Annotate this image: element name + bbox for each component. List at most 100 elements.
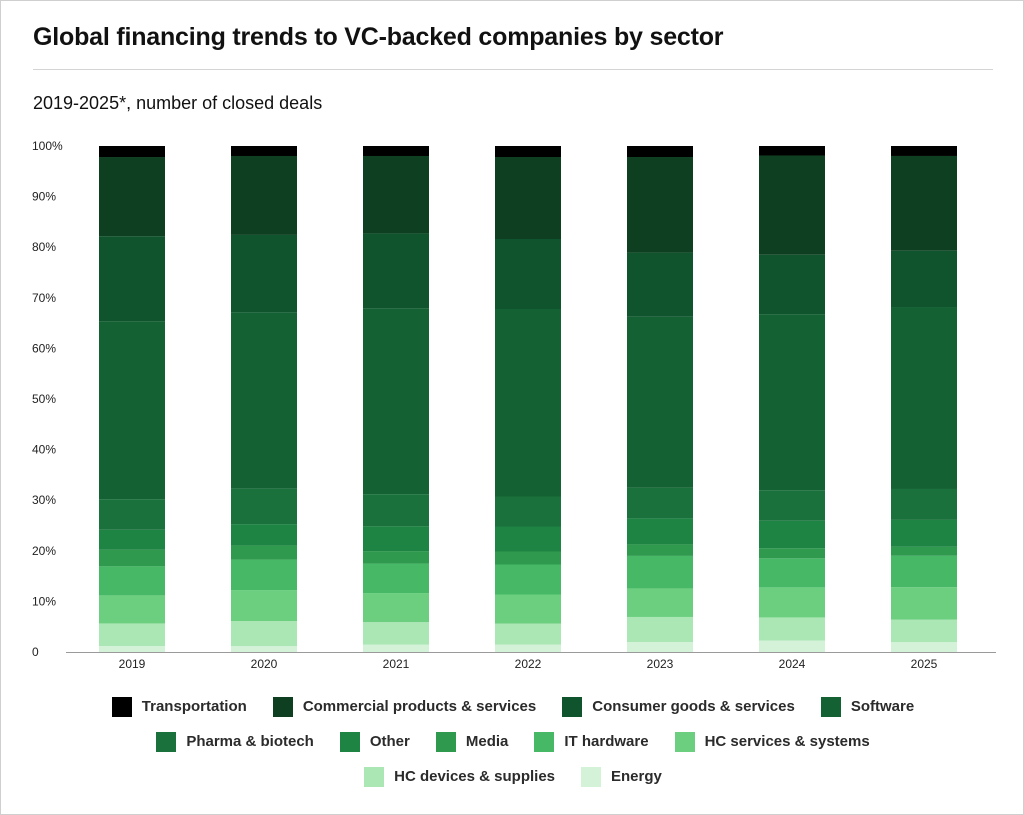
bar-segment — [495, 623, 561, 645]
bar-segment — [363, 593, 429, 623]
x-tick-label: 2024 — [779, 657, 806, 671]
bar-segment — [495, 157, 561, 239]
bar-segment — [495, 644, 561, 652]
bar-segment — [495, 239, 561, 309]
y-tick-label: 0 — [32, 645, 39, 659]
legend-label: Other — [369, 733, 410, 750]
bar-segment — [891, 155, 957, 251]
bar-segment — [231, 524, 297, 546]
x-tick-label: 2021 — [383, 657, 410, 671]
bar-segment — [495, 594, 561, 624]
legend-swatch — [534, 731, 555, 752]
bar-segment — [495, 146, 561, 157]
bar-segment — [99, 595, 165, 624]
legend-swatch — [820, 696, 841, 717]
bar-segment — [759, 558, 825, 588]
legend-item: Commercial products & services — [272, 696, 537, 717]
legend-swatch — [111, 696, 132, 717]
bar-segment — [891, 307, 957, 489]
y-tick-label: 10% — [32, 594, 56, 608]
bar-segment — [627, 487, 693, 519]
legend-label: Consumer goods & services — [592, 698, 795, 715]
legend-swatch — [674, 731, 695, 752]
bar-segment — [891, 642, 957, 652]
bar-segment — [363, 308, 429, 495]
bar-segment — [759, 617, 825, 641]
x-tick-label: 2025 — [911, 657, 938, 671]
x-tick-label: 2020 — [251, 657, 278, 671]
bar-segment — [891, 546, 957, 556]
bar-segment — [627, 316, 693, 488]
bar-segment — [231, 146, 297, 156]
bar-segment — [759, 640, 825, 652]
y-tick-label: 20% — [32, 544, 56, 558]
legend-item: Pharma & biotech — [156, 731, 314, 752]
bar-segment — [231, 559, 297, 591]
bar-segment — [495, 526, 561, 552]
legend-label: Software — [850, 698, 915, 715]
legend-row: Transportation Commercial products & serv… — [33, 689, 993, 724]
bar-segment — [363, 622, 429, 645]
bar-segment — [231, 488, 297, 525]
bar-segment — [627, 555, 693, 589]
bar-segment — [891, 519, 957, 547]
bar-segment — [891, 555, 957, 588]
legend-label: HC devices & supplies — [394, 768, 556, 785]
x-tick-label: 2023 — [647, 657, 674, 671]
legend-item: IT hardware — [534, 731, 649, 752]
legend-item: Software — [820, 696, 915, 717]
bar-segment — [759, 155, 825, 255]
x-tick-label: 2022 — [515, 657, 542, 671]
bar-segment — [891, 619, 957, 643]
bar-segment — [759, 254, 825, 315]
bar-segment — [231, 646, 297, 652]
bar-segment — [627, 641, 693, 652]
bar-segment — [627, 518, 693, 545]
bar-segment — [495, 496, 561, 527]
legend-swatch — [581, 766, 602, 787]
bar-segment — [627, 157, 693, 253]
legend-item: Energy — [581, 766, 662, 787]
bar-segment — [99, 529, 165, 550]
y-tick-label: 40% — [32, 443, 56, 457]
bar-segment — [891, 587, 957, 620]
legend-item: Other — [339, 731, 410, 752]
bar-segment — [363, 146, 429, 156]
bar-segment — [363, 526, 429, 552]
y-tick-label: 70% — [32, 291, 56, 305]
bar-segment — [891, 250, 957, 308]
bar-segment — [363, 551, 429, 564]
y-tick-label: 80% — [32, 240, 56, 254]
bar-segment — [231, 590, 297, 622]
bar-segment — [759, 490, 825, 521]
bar-segment — [363, 644, 429, 652]
bar-segment — [891, 488, 957, 520]
bar-segment — [99, 146, 165, 158]
bar-segment — [99, 549, 165, 567]
bar-segment — [231, 155, 297, 235]
chart-legend: Transportation Commercial products & serv… — [33, 689, 993, 794]
bar-segment — [363, 563, 429, 594]
bar-segment — [231, 234, 297, 313]
legend-label: Transportation — [141, 698, 247, 715]
legend-label: HC services & systems — [704, 733, 870, 750]
bar-segment — [891, 146, 957, 156]
bar-segment — [231, 312, 297, 489]
bar-segment — [363, 155, 429, 234]
chart-title: Global financing trends to VC-backed com… — [33, 23, 724, 51]
legend-item: Media — [435, 731, 509, 752]
y-tick-label: 30% — [32, 493, 56, 507]
chart-subtitle: 2019-2025*, number of closed deals — [33, 93, 323, 113]
legend-label: Commercial products & services — [302, 698, 537, 715]
legend-row: Pharma & biotech Other Media IT hardware HC … — [33, 724, 993, 759]
bar-segment — [759, 146, 825, 156]
bar-segment — [759, 587, 825, 618]
bar-segment — [495, 551, 561, 565]
legend-label: Media — [465, 733, 509, 750]
bar-segment — [759, 314, 825, 491]
legend-swatch — [562, 696, 583, 717]
legend-swatch — [364, 766, 385, 787]
y-tick-label: 100% — [32, 139, 63, 153]
legend-swatch — [339, 731, 360, 752]
